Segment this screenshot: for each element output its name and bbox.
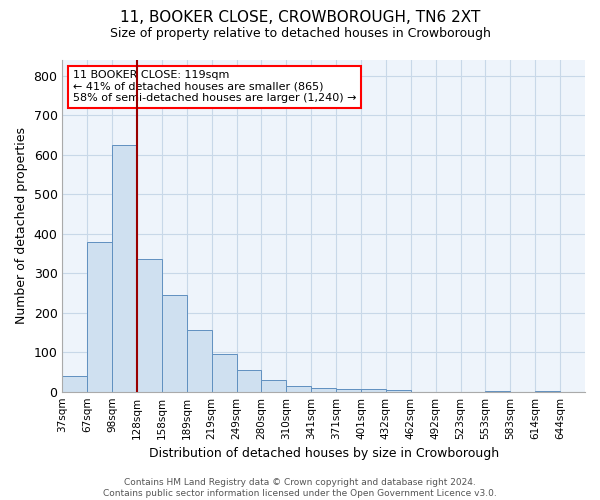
Bar: [162, 295, 187, 392]
Bar: [88, 242, 112, 392]
Y-axis label: Number of detached properties: Number of detached properties: [15, 128, 28, 324]
Bar: [286, 386, 311, 392]
Text: 11 BOOKER CLOSE: 119sqm
← 41% of detached houses are smaller (865)
58% of semi-d: 11 BOOKER CLOSE: 119sqm ← 41% of detache…: [73, 70, 356, 103]
Bar: [336, 388, 361, 392]
Bar: [112, 145, 137, 392]
Text: Contains HM Land Registry data © Crown copyright and database right 2024.
Contai: Contains HM Land Registry data © Crown c…: [103, 478, 497, 498]
Text: Size of property relative to detached houses in Crowborough: Size of property relative to detached ho…: [110, 28, 490, 40]
Bar: [137, 260, 162, 392]
Bar: [386, 390, 411, 392]
Bar: [311, 388, 336, 392]
X-axis label: Distribution of detached houses by size in Crowborough: Distribution of detached houses by size …: [149, 447, 499, 460]
Bar: [535, 391, 560, 392]
Bar: [236, 370, 262, 392]
Bar: [62, 376, 88, 392]
Text: 11, BOOKER CLOSE, CROWBOROUGH, TN6 2XT: 11, BOOKER CLOSE, CROWBOROUGH, TN6 2XT: [120, 10, 480, 25]
Bar: [262, 380, 286, 392]
Bar: [361, 390, 386, 392]
Bar: [187, 330, 212, 392]
Bar: [212, 354, 236, 392]
Bar: [485, 391, 511, 392]
